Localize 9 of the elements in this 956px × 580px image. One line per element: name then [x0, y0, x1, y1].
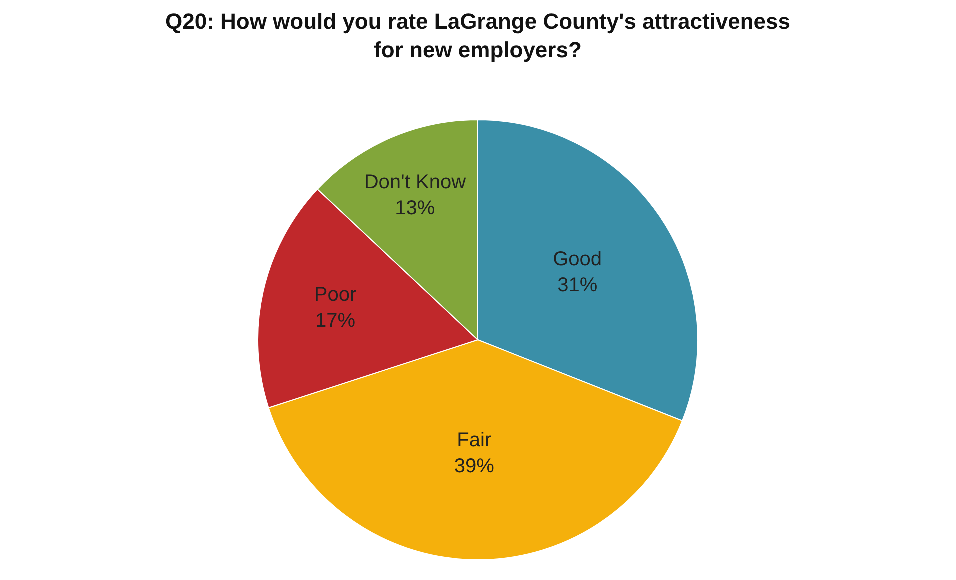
- slice-label: Good: [553, 248, 602, 270]
- data-label: 17%: [316, 310, 356, 332]
- data-label: 39%: [454, 455, 495, 478]
- data-label: 13%: [395, 197, 436, 220]
- slice-label: Don't Know: [364, 171, 467, 194]
- data-label: 31%: [558, 274, 598, 296]
- chart-title: Q20: How would you rate LaGrange County's attractiveness for new employers?: [165, 9, 791, 63]
- slice-label: Poor: [314, 284, 358, 306]
- slice-label: Fair: [457, 429, 492, 452]
